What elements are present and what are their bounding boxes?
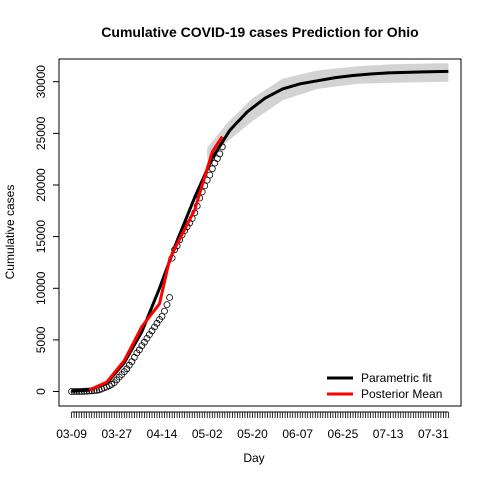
x-axis: 03-09 03-27 04-14 05-02 05-20 06-07 06-25 07-13… xyxy=(56,411,449,441)
x-tick-label: 07-31 xyxy=(418,427,449,441)
observed-point xyxy=(163,301,171,309)
x-tick-label: 07-13 xyxy=(373,427,404,441)
y-tick-label: 25000 xyxy=(34,116,48,150)
x-tick-label: 06-07 xyxy=(282,427,313,441)
observed-point xyxy=(140,338,148,346)
legend-label-parametric-fit: Parametric fit xyxy=(361,371,432,385)
observed-point xyxy=(148,327,156,335)
x-axis-label: Day xyxy=(243,451,264,465)
observed-point xyxy=(151,323,158,331)
x-tick-label: 03-27 xyxy=(101,427,132,441)
plot-frame xyxy=(58,58,462,407)
y-axis: 0 5000 10000 15000 20000 25000 30000 xyxy=(34,65,59,395)
y-axis-label: Cumulative cases xyxy=(3,185,17,280)
y-tick-label: 0 xyxy=(34,388,48,395)
y-tick-label: 20000 xyxy=(34,168,48,202)
x-tick-label: 03-09 xyxy=(56,427,87,441)
series-lines-layer xyxy=(71,69,449,393)
observed-point xyxy=(208,165,216,173)
x-tick-label: 04-14 xyxy=(147,427,178,441)
series-line-posterior-mean xyxy=(88,135,224,392)
observed-point xyxy=(161,307,168,315)
observed-point xyxy=(153,319,161,327)
observed-point xyxy=(143,334,151,342)
legend-label-posterior-mean: Posterior Mean xyxy=(361,387,442,401)
observed-point xyxy=(206,171,214,179)
y-tick-label: 30000 xyxy=(34,65,48,99)
observed-point xyxy=(123,365,131,373)
observed-point xyxy=(115,373,123,381)
y-tick-label: 5000 xyxy=(34,326,48,353)
legend: Parametric fit Posterior Mean xyxy=(327,371,442,401)
x-tick-label: 05-20 xyxy=(237,427,268,441)
series-line-parametric-fit xyxy=(71,69,449,393)
observed-point xyxy=(216,150,224,158)
y-tick-label: 15000 xyxy=(34,220,48,254)
x-tick-label: 06-25 xyxy=(328,427,359,441)
y-tick-label: 10000 xyxy=(34,271,48,305)
chart-title: Cumulative COVID-19 cases Prediction for… xyxy=(101,24,418,40)
x-tick-label: 05-02 xyxy=(192,427,223,441)
observed-point xyxy=(166,294,174,301)
observed-point xyxy=(138,342,146,350)
